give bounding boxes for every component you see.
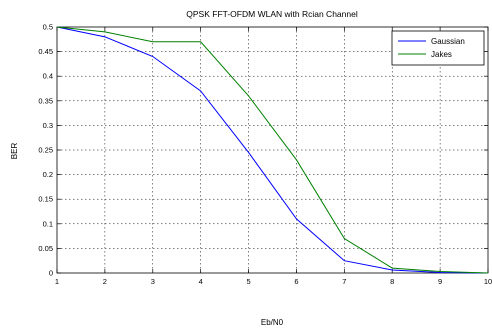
y-tick-label: 0.3 [43,121,53,130]
y-tick-label: 0.15 [38,195,53,204]
legend-label-gaussian: Gaussian [431,37,465,46]
x-tick-label: 3 [151,277,155,286]
x-tick-label: 10 [484,277,492,286]
series-line-gaussian [56,26,489,274]
y-tick-label: 0.5 [43,23,53,32]
y-tick-label: 0.1 [43,219,53,228]
series-lines [56,26,489,274]
x-tick-label: 1 [55,277,59,286]
x-tick-label: 6 [294,277,298,286]
x-tick-label: 9 [438,277,442,286]
y-tick-label: 0.35 [38,96,53,105]
chart-title: QPSK FFT-OFDM WLAN with Rcian Channel [186,9,358,19]
y-tick-label: 0.2 [43,170,53,179]
legend-items: Gaussian Jakes [398,37,465,59]
y-tick-label: 0 [49,269,53,278]
y-tick-label: 0.45 [38,47,53,56]
legend-label-jakes: Jakes [431,50,452,59]
x-tick-label: 8 [390,277,394,286]
series-line-jakes [56,26,489,274]
y-axis-label: BER [10,143,19,160]
x-tick-label: 7 [342,277,346,286]
grid [57,27,488,273]
y-tick-label: 0.25 [38,146,53,155]
legend-box [391,30,485,66]
y-axis-tick-labels: 0 0.05 0.1 0.15 0.2 0.25 0.3 0.35 0.4 0.45 0.5 [38,23,53,278]
x-tick-label: 2 [103,277,107,286]
x-axis-label: Eb/N0 [261,318,284,327]
x-tick-label: 4 [199,277,203,286]
x-axis-tick-labels: 1 2 3 4 5 6 7 8 9 10 [55,277,492,286]
y-tick-label: 0.4 [43,72,53,81]
y-tick-label: 0.05 [38,244,53,253]
legend: Gaussian Jakes [391,30,485,66]
x-tick-label: 5 [246,277,250,286]
